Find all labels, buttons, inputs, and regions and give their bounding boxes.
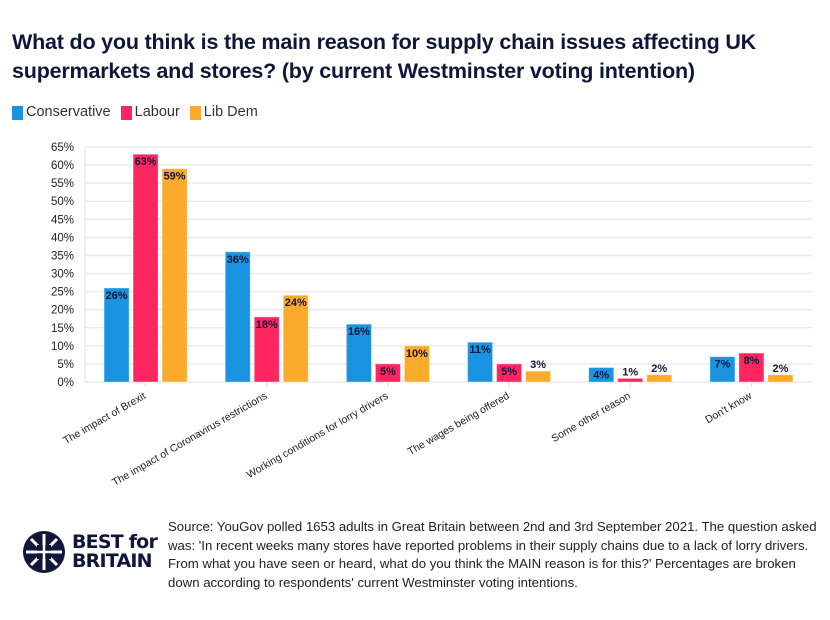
y-tick-label: 40% [51,232,74,244]
bar-conservative [467,341,494,383]
data-label: 5% [380,366,396,378]
bar-lib-dem [525,370,552,383]
data-label: 5% [501,366,517,378]
x-tick-label: Don't know [703,390,754,426]
bar-lib-dem [282,294,309,383]
legend-label: Conservative [26,104,111,120]
data-label: 59% [164,171,186,183]
data-label: 63% [135,156,157,168]
data-label: 16% [348,326,370,338]
y-tick-label: 0% [57,377,74,389]
y-tick-label: 20% [51,305,74,317]
bar-labour [374,363,401,383]
bar-lib-dem [767,374,794,383]
bar-labour [253,316,280,383]
bar-conservative [709,356,736,383]
source-note: Source: YouGov polled 1653 adults in Gre… [168,519,817,590]
bar-labour [132,153,159,383]
logo-line-2: BRITAIN [72,550,153,572]
best-for-britain-logo: BEST for BRITAIN [22,530,158,574]
union-roundel-icon [23,531,65,573]
bar-lib-dem [161,168,188,383]
data-label: 4% [593,370,609,382]
legend: Conservative Labour Lib Dem [12,104,828,121]
data-label: 8% [743,355,759,367]
legend-item-conservative[interactable]: Conservative [12,104,111,121]
bar-conservative [103,287,130,383]
legend-label: Lib Dem [203,104,258,120]
bar-conservative [588,367,615,383]
y-tick-label: 65% [51,142,74,154]
x-tick-label: Some other reason [549,390,632,445]
legend-item-lib-dem[interactable]: Lib Dem [189,104,258,121]
y-tick-label: 60% [51,160,74,172]
y-tick-label: 50% [51,196,74,208]
y-tick-label: 35% [51,250,74,262]
bar-labour [496,363,523,383]
bar-lib-dem [646,374,673,383]
data-label: 11% [469,344,491,356]
legend-swatch [12,105,23,120]
y-tick-label: 55% [51,178,74,190]
data-label: 2% [651,363,667,375]
x-tick-label: The wages being offered [406,390,512,458]
data-label: 1% [622,366,638,378]
x-tick-label: The impact of Brexit [61,390,148,447]
bar-labour [617,377,644,383]
data-label: 24% [285,297,307,309]
x-tick-label: Working conditions for lorry drivers [245,390,391,481]
data-label: 18% [256,319,278,331]
data-label: 36% [227,254,249,266]
legend-item-labour[interactable]: Labour [120,104,180,121]
data-label: 2% [772,363,788,375]
bar-chart: 0% 5% 10% 15% 20% 25% 30% 35% 40% 45% 50% 55% 60% 65%… [51,142,812,489]
logo-line-1: BEST for [72,531,158,553]
chart-title: What do you think is the main reason for… [12,30,756,83]
data-label: 26% [106,290,128,302]
y-tick-label: 45% [51,214,74,226]
y-tick-label: 5% [57,359,74,371]
chart-header: What do you think is the main reason for… [12,28,828,121]
bar-conservative [224,251,251,383]
y-tick-label: 30% [51,269,74,281]
y-tick-label: 25% [51,287,74,299]
y-tick-label: 15% [51,323,74,335]
legend-swatch [120,105,132,120]
data-label: 7% [714,359,730,371]
bar-conservative [345,323,372,383]
y-tick-label: 10% [51,341,74,353]
data-label: 3% [530,359,546,371]
data-label: 10% [406,348,428,360]
bar-labour [738,352,765,383]
legend-label: Labour [134,104,180,120]
bar-lib-dem [403,345,430,383]
legend-swatch [189,105,201,120]
